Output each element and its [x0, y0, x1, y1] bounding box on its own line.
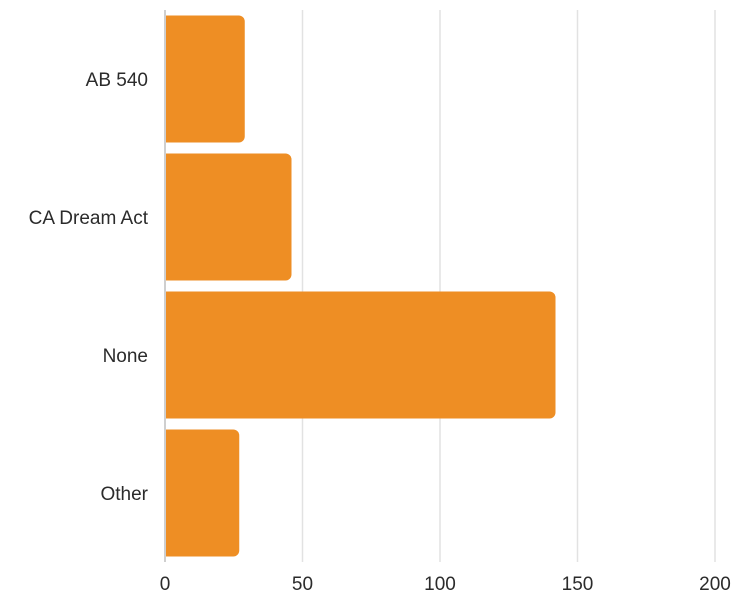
category-label-none: None [103, 346, 148, 367]
gridlines [301, 10, 716, 562]
bars [165, 15, 556, 557]
x-tick-label-100: 100 [424, 574, 456, 595]
category-label-ca-dream-act: CA Dream Act [29, 208, 149, 229]
bar-none [165, 291, 556, 419]
bar-other [165, 429, 240, 557]
x-tick-label-50: 50 [292, 574, 313, 595]
bar-base-ab-540 [165, 15, 173, 143]
bar-base-none [165, 291, 173, 419]
x-tick-labels: 0 50 100 150 200 [160, 574, 731, 595]
x-tick-label-150: 150 [562, 574, 594, 595]
bar-base-other [165, 429, 173, 557]
category-labels: AB 540 CA Dream Act None Other [29, 70, 149, 505]
bar-ab-540 [165, 15, 245, 143]
category-label-ab-540: AB 540 [86, 70, 148, 91]
bar-base-ca-dream-act [165, 153, 173, 281]
category-label-other: Other [100, 484, 148, 505]
bar-ca-dream-act [165, 153, 292, 281]
x-tick-label-0: 0 [160, 574, 171, 595]
x-tick-label-200: 200 [699, 574, 731, 595]
